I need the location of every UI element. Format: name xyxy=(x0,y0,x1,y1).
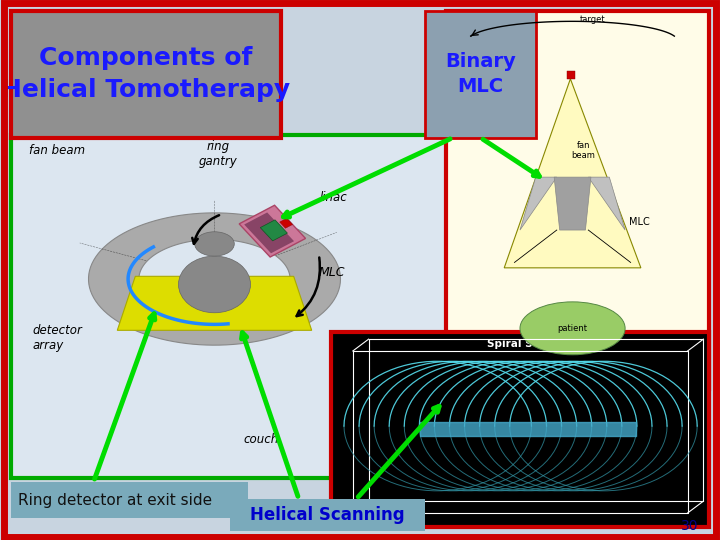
Text: Ring detector at exit side: Ring detector at exit side xyxy=(18,492,212,508)
FancyBboxPatch shape xyxy=(279,218,292,228)
Text: couch: couch xyxy=(243,433,279,446)
Text: MLC: MLC xyxy=(629,217,649,227)
FancyBboxPatch shape xyxy=(230,499,425,531)
FancyBboxPatch shape xyxy=(239,205,305,257)
Text: 30: 30 xyxy=(681,519,698,534)
Polygon shape xyxy=(554,177,591,230)
Polygon shape xyxy=(89,213,341,345)
Text: patient: patient xyxy=(557,324,588,333)
Polygon shape xyxy=(520,177,557,230)
Ellipse shape xyxy=(194,232,234,256)
FancyBboxPatch shape xyxy=(11,135,454,478)
Text: fan beam: fan beam xyxy=(29,144,85,157)
FancyBboxPatch shape xyxy=(11,482,248,518)
Text: target: target xyxy=(580,15,606,24)
Text: detector
array: detector array xyxy=(32,324,82,352)
Polygon shape xyxy=(504,79,641,268)
Ellipse shape xyxy=(179,256,251,313)
FancyBboxPatch shape xyxy=(260,220,287,241)
FancyBboxPatch shape xyxy=(244,212,294,253)
Text: Components of
Helical Tomotherapy: Components of Helical Tomotherapy xyxy=(1,46,290,102)
Polygon shape xyxy=(139,239,290,319)
Text: Helical Scanning: Helical Scanning xyxy=(251,506,405,524)
Polygon shape xyxy=(117,276,312,330)
FancyBboxPatch shape xyxy=(331,332,709,526)
FancyBboxPatch shape xyxy=(567,71,575,79)
FancyBboxPatch shape xyxy=(446,11,709,389)
Text: MLC: MLC xyxy=(319,266,346,279)
Polygon shape xyxy=(588,177,625,230)
Text: Binary
MLC: Binary MLC xyxy=(445,52,516,96)
Ellipse shape xyxy=(520,302,625,355)
FancyBboxPatch shape xyxy=(425,11,536,138)
Text: ring
gantry: ring gantry xyxy=(199,140,238,168)
FancyBboxPatch shape xyxy=(11,11,281,138)
Text: linac: linac xyxy=(319,192,347,205)
Text: fan
beam: fan beam xyxy=(572,141,595,160)
Text: Spiral Scan: Spiral Scan xyxy=(487,339,554,349)
